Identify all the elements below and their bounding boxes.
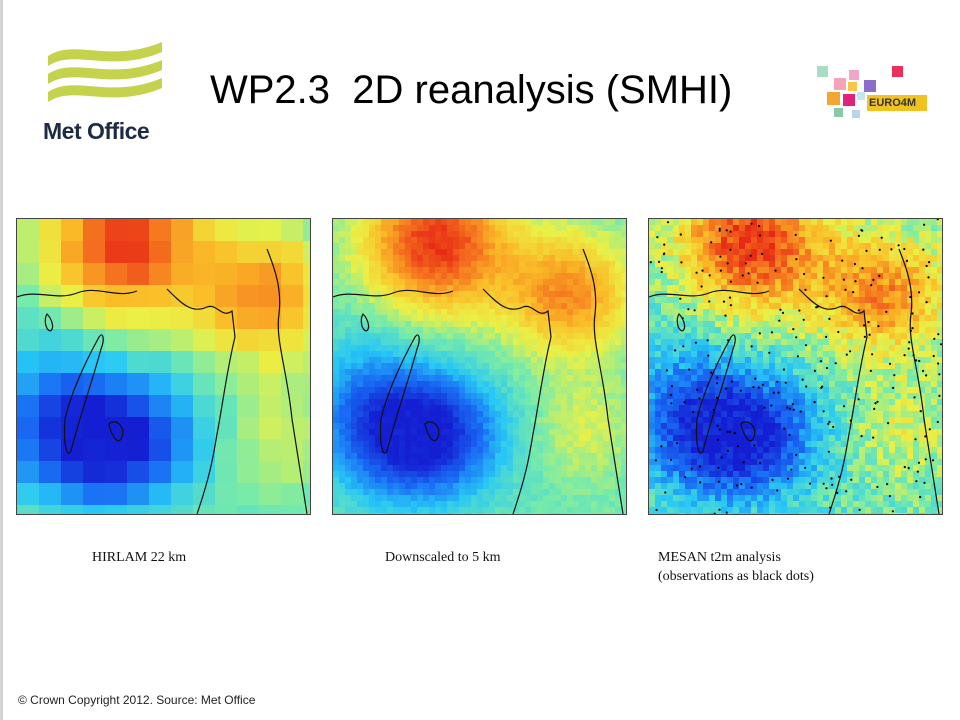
met-office-logo: Met Office bbox=[40, 38, 175, 153]
caption-line: Downscaled to 5 km bbox=[385, 550, 501, 565]
temperature-field-hirlam bbox=[17, 219, 310, 514]
caption-line: (observations as black dots) bbox=[658, 569, 814, 584]
slide-left-rule bbox=[0, 0, 3, 720]
temperature-field-downscaled bbox=[333, 219, 626, 514]
temperature-field-mesan bbox=[649, 219, 942, 514]
slide-title: WP2.3 2D reanalysis (SMHI) bbox=[210, 68, 733, 112]
map-hirlam-22km bbox=[16, 218, 311, 515]
caption-downscaled: Downscaled to 5 km bbox=[385, 548, 500, 567]
caption-hirlam: HIRLAM 22 km bbox=[92, 548, 186, 567]
copyright-footer: © Crown Copyright 2012. Source: Met Offi… bbox=[18, 693, 256, 707]
euro4m-label: EURO4M bbox=[867, 95, 927, 111]
caption-mesan: MESAN t2m analysis (observations as blac… bbox=[658, 548, 814, 586]
euro4m-squares-icon bbox=[817, 66, 903, 118]
caption-line: HIRLAM 22 km bbox=[92, 550, 187, 565]
met-office-wordmark: Met Office bbox=[43, 118, 150, 144]
met-office-waves-icon bbox=[48, 42, 162, 102]
caption-line: MESAN t2m analysis bbox=[658, 550, 781, 565]
map-mesan-t2m bbox=[648, 218, 943, 515]
euro4m-logo: EURO4M bbox=[812, 62, 932, 124]
map-downscaled-5km bbox=[332, 218, 627, 515]
